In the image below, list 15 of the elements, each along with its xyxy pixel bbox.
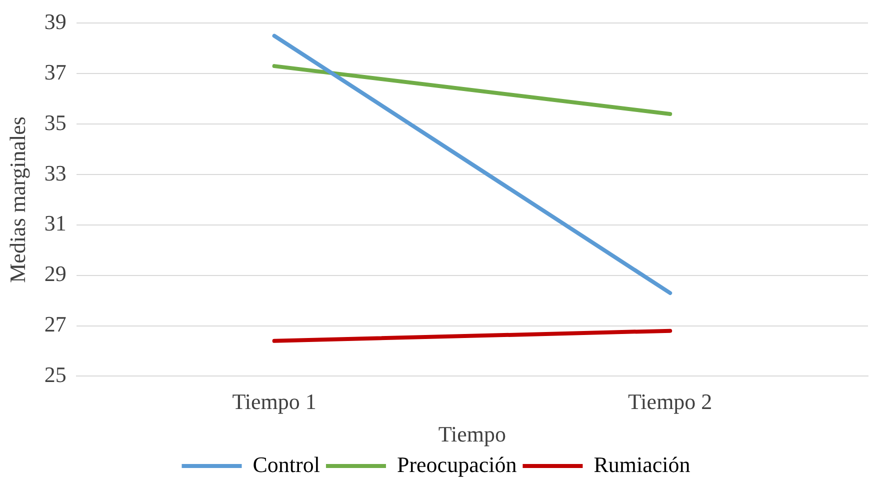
legend-label: Preocupación bbox=[396, 452, 517, 477]
y-tick-label: 29 bbox=[44, 261, 66, 286]
y-tick-label: 31 bbox=[44, 210, 66, 236]
x-tick-label: Tiempo 1 bbox=[232, 389, 316, 414]
y-tick-label: 39 bbox=[44, 8, 66, 34]
y-tick-label: 33 bbox=[44, 160, 66, 186]
y-tick-label: 37 bbox=[44, 59, 66, 84]
y-tick-label: 25 bbox=[44, 362, 66, 387]
legend-label: Rumiación bbox=[594, 452, 690, 477]
x-axis-title: Tiempo bbox=[438, 422, 506, 447]
legend-label: Control bbox=[252, 452, 320, 477]
y-tick-label: 27 bbox=[44, 312, 66, 337]
y-tick-label: 35 bbox=[44, 110, 66, 135]
x-tick-label: Tiempo 2 bbox=[628, 389, 712, 414]
y-axis-title: Medias marginales bbox=[4, 116, 30, 283]
